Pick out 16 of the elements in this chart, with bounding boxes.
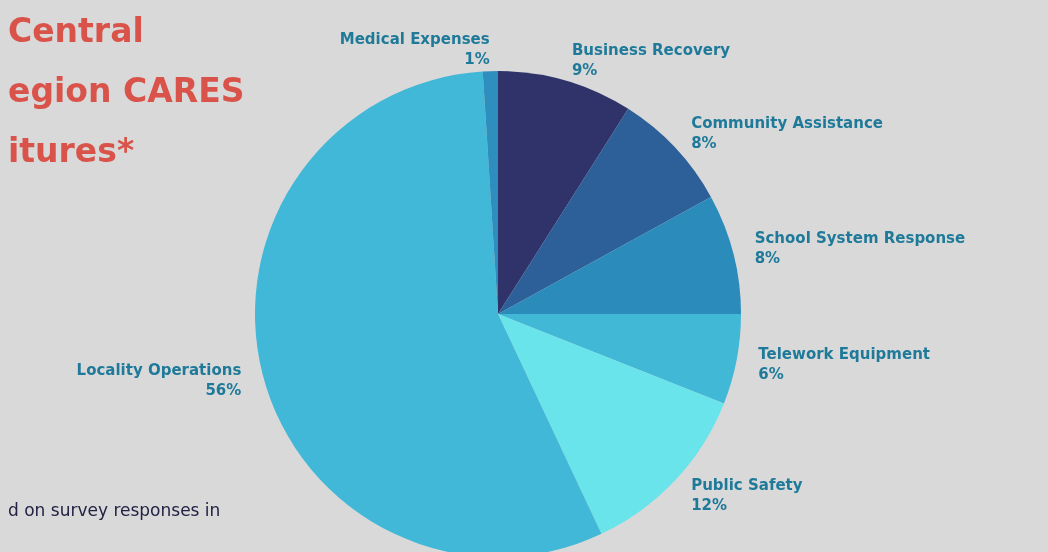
data-label: 6% bbox=[758, 364, 784, 383]
text: Central egion CARES itures* bbox=[8, 11, 245, 170]
slice-label: Business Recovery bbox=[571, 40, 731, 59]
data-label: 9% bbox=[571, 60, 598, 79]
data-label: 12% bbox=[691, 496, 728, 515]
data-label: 8% bbox=[754, 249, 781, 268]
data-label: 56% bbox=[205, 380, 242, 399]
data-label: 1% bbox=[464, 50, 490, 69]
slice-label: Locality Operations bbox=[76, 360, 242, 379]
text: d on survey responses in bbox=[8, 500, 221, 520]
data-label: 8% bbox=[691, 133, 717, 152]
slice-label: School System Response bbox=[754, 229, 966, 248]
slice-label: Telework Equipment bbox=[758, 344, 930, 363]
slice-label: Public Safety bbox=[691, 476, 803, 495]
slice-label: Medical Expenses bbox=[339, 30, 490, 49]
slice-label: Community Assistance bbox=[691, 113, 883, 132]
